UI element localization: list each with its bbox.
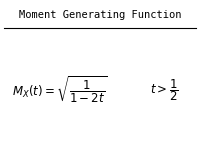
- Text: $M_{X}(t) = \sqrt{\dfrac{1}{1-2t}}$: $M_{X}(t) = \sqrt{\dfrac{1}{1-2t}}$: [12, 75, 108, 105]
- Text: $t > \dfrac{1}{2}$: $t > \dfrac{1}{2}$: [150, 77, 178, 103]
- Text: Moment Generating Function: Moment Generating Function: [19, 10, 181, 20]
